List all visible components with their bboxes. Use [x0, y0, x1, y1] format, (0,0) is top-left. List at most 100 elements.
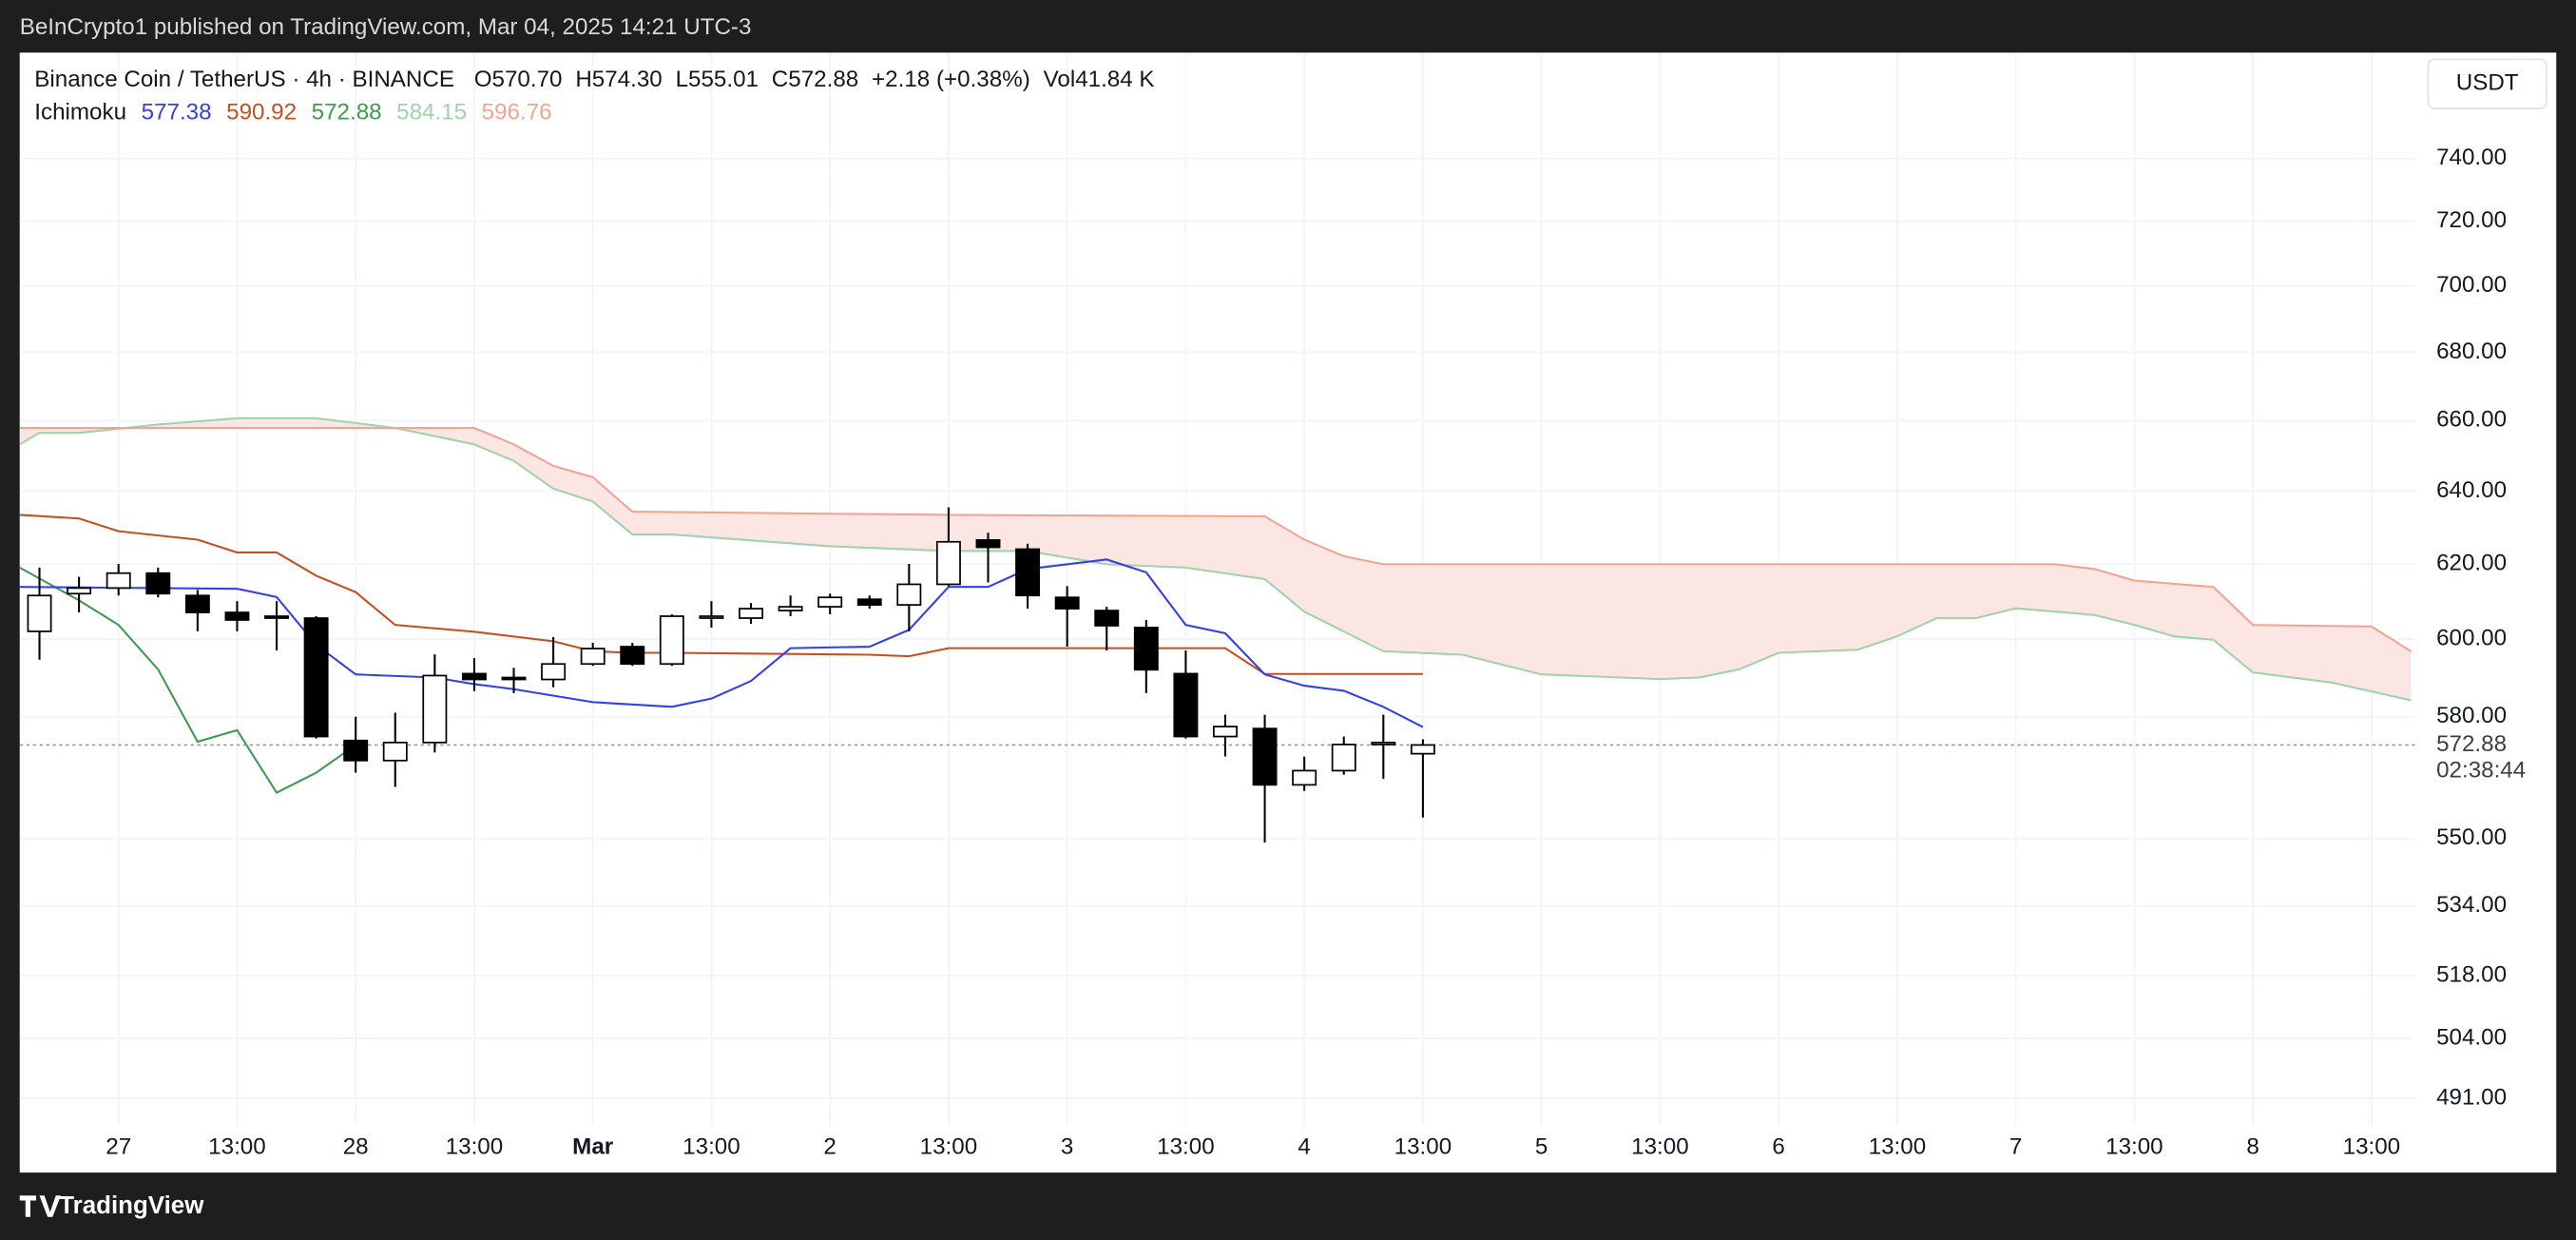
candle-body	[975, 538, 1001, 549]
x-tick-label: 27	[106, 1134, 131, 1160]
indicator-value: 590.92	[226, 100, 297, 126]
candle-body	[620, 646, 645, 666]
x-tick-label: 28	[343, 1134, 369, 1160]
y-tick-label: 504.00	[2436, 1024, 2507, 1050]
candle-body	[896, 583, 922, 606]
candle-body	[303, 617, 329, 738]
indicator-line	[19, 426, 2413, 652]
candle-body	[184, 594, 210, 613]
indicator-name: Ichimoku	[34, 100, 126, 126]
countdown-label: 02:38:44	[2436, 757, 2526, 783]
x-tick-label: 3	[1061, 1134, 1073, 1160]
candle-body	[778, 606, 803, 611]
plot	[19, 52, 2415, 1127]
candle-body	[856, 598, 882, 606]
candle-body	[1292, 769, 1317, 786]
y-tick-label: 550.00	[2436, 824, 2507, 850]
brand: TradingView	[19, 1192, 204, 1219]
publisher-line: BeInCrypto1 published on TradingView.com…	[20, 14, 752, 40]
candle-body	[224, 611, 250, 621]
candle-body	[382, 741, 408, 762]
x-tick-label: 13:00	[446, 1134, 504, 1160]
x-tick-label: 6	[1772, 1134, 1784, 1160]
candle-body	[1054, 596, 1080, 610]
candle-body	[343, 739, 369, 762]
y-tick-label: 580.00	[2436, 703, 2507, 728]
candle-body	[1371, 741, 1396, 746]
candle-body	[817, 596, 843, 608]
y-tick-label: 491.00	[2436, 1084, 2507, 1110]
indicator-line	[19, 566, 356, 794]
axes: 27 13:00 28 13:00 Mar 13:00 2 13:00 3 13:00 4 13:00…	[106, 145, 2526, 1159]
candle-body	[739, 608, 763, 619]
x-tick-label: 13:00	[208, 1134, 266, 1160]
candle-body	[1410, 744, 1435, 755]
y-tick-label: 534.00	[2436, 892, 2507, 918]
y-tick-label: 600.00	[2436, 625, 2507, 650]
y-tick-label: 720.00	[2436, 207, 2507, 233]
x-tick-label: 13:00	[2343, 1134, 2401, 1160]
candle-body	[1173, 672, 1199, 738]
x-tick-label: 7	[2009, 1134, 2022, 1160]
x-tick-label: 5	[1535, 1134, 1548, 1160]
ohlc-value: H574.30	[575, 67, 662, 92]
candle-body	[67, 587, 92, 595]
indicator-line	[19, 417, 2412, 702]
x-tick-label: 13:00	[2105, 1134, 2163, 1160]
x-tick-label: 2	[823, 1134, 836, 1160]
x-tick-label: 8	[2246, 1134, 2259, 1160]
y-tick-label: 740.00	[2436, 145, 2507, 170]
candle-body	[1331, 744, 1356, 772]
cloud-fill	[19, 417, 2412, 701]
y-tick-label: 700.00	[2436, 272, 2507, 298]
candle-body	[27, 594, 52, 632]
y-tick-label: 660.00	[2436, 407, 2507, 433]
candle-body	[106, 572, 131, 590]
x-tick-label: 13:00	[1157, 1134, 1215, 1160]
brand-name: TradingView	[59, 1192, 204, 1219]
x-tick-label: 13:00	[682, 1134, 740, 1160]
candle-body	[145, 572, 171, 595]
ohlc-value: C572.88	[772, 67, 858, 92]
ohlc-value: L555.01	[676, 67, 759, 92]
last-price-label: 572.88	[2436, 731, 2507, 757]
candle-body	[1133, 627, 1159, 671]
indicator-value: 577.38	[142, 100, 212, 126]
candle-body	[422, 674, 448, 744]
ohlc-value: O570.70	[474, 67, 563, 92]
currency-label: USDT	[2456, 70, 2519, 96]
x-tick-label: 13:00	[1869, 1134, 1927, 1160]
legend: Binance Coin / TetherUS · 4h · BINANCE I…	[34, 67, 1154, 126]
candle-body	[580, 648, 606, 666]
y-tick-label: 620.00	[2436, 550, 2507, 575]
candle-body	[659, 615, 684, 666]
x-tick-label: 13:00	[1631, 1134, 1689, 1160]
candle-body	[264, 615, 289, 619]
indicator-line	[19, 558, 1424, 728]
indicator-value: 572.88	[312, 100, 382, 126]
symbol-title: Binance Coin / TetherUS · 4h · BINANCE	[34, 67, 454, 92]
candle-body	[1252, 727, 1278, 786]
brand-logo	[19, 1195, 61, 1217]
indicator-value: 584.15	[396, 100, 467, 126]
x-tick-label: Mar	[572, 1134, 614, 1160]
x-tick-label: 13:00	[920, 1134, 978, 1160]
candle-body	[541, 663, 567, 681]
candle-body	[1015, 548, 1041, 597]
y-tick-label: 518.00	[2436, 961, 2507, 987]
candle-body	[699, 615, 724, 619]
y-tick-label: 640.00	[2436, 477, 2507, 503]
candle-body	[501, 676, 527, 681]
y-tick-label: 680.00	[2436, 339, 2507, 364]
x-tick-label: 4	[1298, 1134, 1310, 1160]
ohlc-value: Vol41.84 K	[1044, 67, 1155, 92]
candle-body	[461, 672, 487, 681]
x-tick-label: 13:00	[1394, 1134, 1452, 1160]
currency-button[interactable]	[2427, 58, 2547, 110]
candle-body	[935, 540, 961, 586]
candle-body	[1094, 610, 1120, 627]
ohlc-value: +2.18 (+0.38%)	[872, 67, 1030, 92]
